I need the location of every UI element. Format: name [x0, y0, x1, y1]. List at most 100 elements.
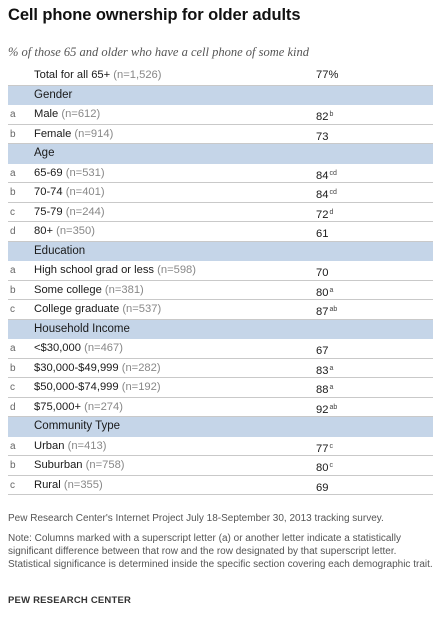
row-value: 88a — [316, 384, 334, 396]
table-row: c Rural (n=355) 69 — [8, 476, 433, 495]
row-label: 65-69 (n=531) — [34, 166, 105, 179]
significance-superscript: d — [329, 208, 334, 216]
table-row: b Some college (n=381) 80a — [8, 281, 433, 300]
row-value: 84cd — [316, 169, 337, 182]
row-value: 83a — [316, 364, 334, 377]
row-letter: a — [10, 109, 16, 120]
significance-superscript: ab — [329, 306, 338, 313]
row-label: <$30,000 (n=467) — [34, 342, 123, 354]
row-letter: c — [10, 304, 15, 315]
significance-superscript: a — [329, 384, 334, 391]
table-row: c 75-79 (n=244) 72d — [8, 203, 433, 222]
row-letter: c — [10, 206, 15, 218]
row-label: Suburban (n=758) — [34, 459, 125, 471]
row-value: 77c — [316, 442, 333, 455]
row-label: $50,000-$74,999 (n=192) — [34, 381, 161, 393]
section-header-label: Age — [34, 147, 55, 159]
significance-superscript: cd — [329, 169, 337, 177]
table-title: Cell phone ownership for older adults — [8, 6, 301, 24]
row-sample-size: (n=244) — [65, 205, 105, 218]
table-subtitle: % of those 65 and older who have a cell … — [8, 45, 309, 59]
row-value: 77% — [316, 69, 339, 81]
row-sample-size: (n=598) — [157, 264, 196, 276]
table-row: d $75,000+ (n=274) 92ab — [8, 398, 433, 417]
row-sample-size: (n=401) — [65, 186, 105, 198]
row-sample-size: (n=531) — [65, 166, 105, 179]
row-letter: b — [10, 460, 16, 471]
row-letter: b — [10, 284, 16, 296]
row-label: $75,000+ (n=274) — [34, 400, 123, 413]
row-letter: a — [10, 167, 16, 179]
row-label: Male (n=612) — [34, 108, 101, 120]
section-header-label: Education — [34, 244, 86, 257]
significance-superscript: ab — [329, 403, 338, 411]
row-sample-size: (n=537) — [122, 303, 162, 315]
section-header-label: Household Income — [34, 322, 130, 335]
row-label: $30,000-$49,999 (n=282) — [34, 361, 161, 374]
row-value: 80c — [316, 462, 333, 474]
row-sample-size: (n=612) — [61, 108, 101, 120]
table-row: b 70-74 (n=401) 84cd — [8, 183, 433, 203]
row-letter: b — [10, 187, 16, 198]
row-letter: b — [10, 362, 16, 374]
table-row: b Female (n=914) 73 — [8, 125, 433, 144]
row-letter: d — [10, 226, 16, 237]
total-row: Total for all 65+ (n=1,526) 77% — [8, 66, 433, 86]
table-row: a <$30,000 (n=467) 67 — [8, 339, 433, 359]
table-row: a Urban (n=413) 77c — [8, 437, 433, 456]
section-header-label: Gender — [34, 88, 73, 101]
row-sample-size: (n=467) — [84, 342, 123, 354]
row-sample-size: (n=1,526) — [113, 69, 162, 81]
row-sample-size: (n=914) — [74, 127, 114, 140]
section-header: Gender — [8, 85, 433, 105]
row-value: 73 — [316, 130, 329, 143]
significance-superscript: a — [329, 364, 334, 372]
row-label: 70-74 (n=401) — [34, 186, 105, 198]
row-label: Some college (n=381) — [34, 283, 144, 296]
table-row: c $50,000-$74,999 (n=192) 88a — [8, 378, 433, 398]
row-sample-size: (n=350) — [56, 225, 95, 237]
row-sample-size: (n=758) — [85, 459, 125, 471]
row-letter: a — [10, 440, 16, 452]
row-sample-size: (n=274) — [84, 400, 123, 413]
significance-superscript: cd — [329, 189, 337, 196]
section-header-label: Community Type — [34, 420, 121, 432]
row-label: Female (n=914) — [34, 127, 114, 140]
row-letter: a — [10, 343, 16, 354]
row-value: 67 — [316, 345, 329, 357]
row-label: Rural (n=355) — [34, 478, 103, 491]
significance-superscript: a — [329, 286, 334, 294]
section-header: Community Type — [8, 417, 433, 437]
footnote: Note: Columns marked with a superscript … — [8, 533, 433, 570]
row-value: 70 — [316, 267, 329, 279]
row-letter: d — [10, 401, 16, 413]
brand-logo-text: PEW RESEARCH CENTER — [8, 595, 132, 606]
row-sample-size: (n=355) — [63, 478, 103, 491]
row-label: High school grad or less (n=598) — [34, 264, 196, 276]
row-letter: c — [10, 479, 15, 491]
row-value: 72d — [316, 208, 334, 221]
row-label: College graduate (n=537) — [34, 303, 162, 315]
row-value: 92ab — [316, 403, 338, 416]
row-letter: a — [10, 265, 16, 276]
table-row: a 65-69 (n=531) 84cd — [8, 164, 433, 183]
row-value: 82b — [316, 111, 334, 123]
row-value: 80a — [316, 286, 334, 299]
source-line: Pew Research Center's Internet Project J… — [8, 513, 384, 524]
row-sample-size: (n=282) — [121, 361, 161, 374]
row-sample-size: (n=192) — [121, 381, 161, 393]
table-row: a Male (n=612) 82b — [8, 105, 433, 125]
section-header: Education — [8, 241, 433, 261]
row-label: Total for all 65+ (n=1,526) — [34, 69, 162, 81]
row-letter: c — [10, 382, 15, 393]
row-letter: b — [10, 128, 16, 140]
row-sample-size: (n=413) — [67, 439, 107, 452]
significance-superscript: c — [329, 462, 333, 469]
row-label: 80+ (n=350) — [34, 225, 95, 237]
table-row: a High school grad or less (n=598) 70 — [8, 261, 433, 281]
significance-superscript: c — [329, 442, 333, 450]
table-row: d 80+ (n=350) 61 — [8, 222, 433, 242]
row-value: 61 — [316, 228, 329, 240]
row-value: 84cd — [316, 189, 337, 201]
